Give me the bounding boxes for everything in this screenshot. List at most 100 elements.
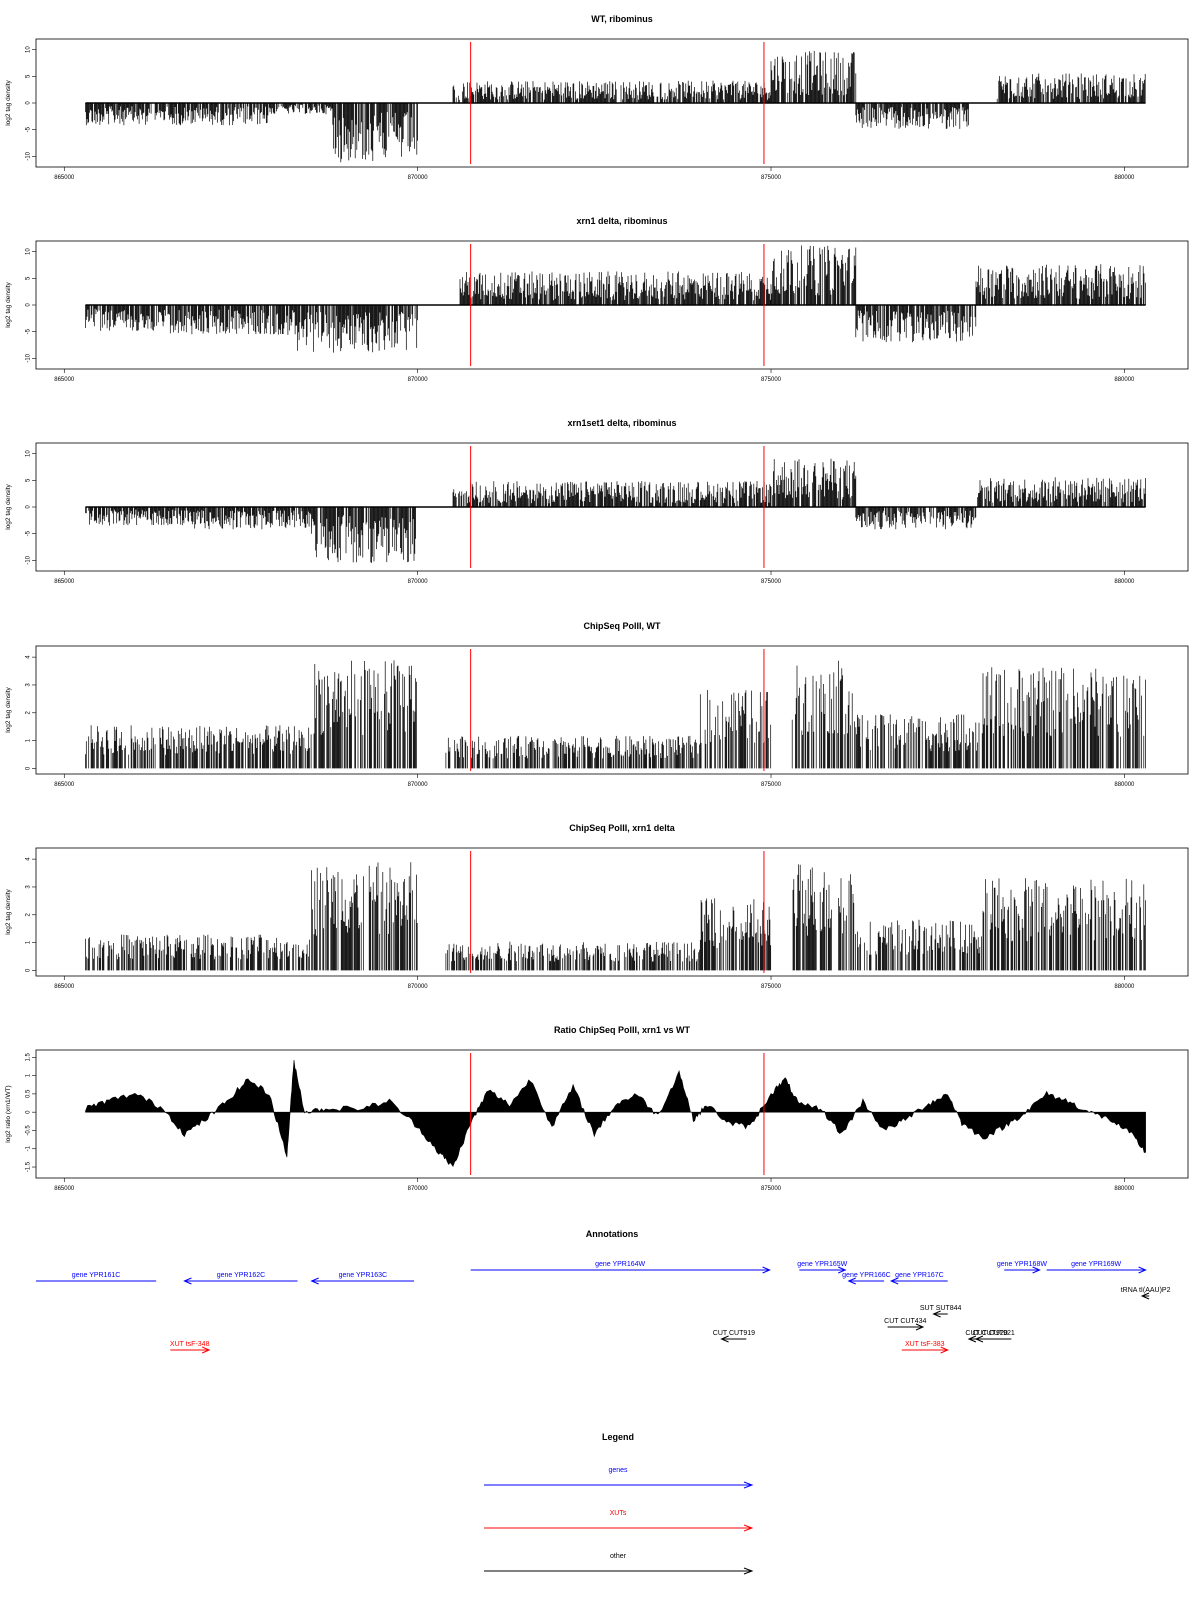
y-tick-label: 2 xyxy=(26,710,32,714)
annotation-cut-cut434: CUT CUT434 xyxy=(884,1318,927,1331)
annotation-label: tRNA tI(AAU)P2 xyxy=(1121,1287,1171,1294)
legend-item-genes: genes xyxy=(484,1467,754,1489)
x-tick-label: 870000 xyxy=(408,175,429,181)
y-tick-label: 10 xyxy=(26,450,32,457)
y-tick-label: 5 xyxy=(26,478,32,482)
annotation-label: gene YPR167C xyxy=(895,1272,944,1279)
y-tick-label: -1.5 xyxy=(26,1161,32,1172)
annotation-label: CUT CUT434 xyxy=(884,1318,926,1325)
arrow-left-icon xyxy=(720,1335,729,1343)
legend-label: XUTs xyxy=(610,1510,627,1517)
y-tick-label: 1 xyxy=(26,940,32,944)
signal-bars xyxy=(85,245,1146,353)
y-axis-label: log2 tag density xyxy=(5,281,12,327)
annotation-gene-ypr163c: gene YPR163C xyxy=(310,1272,415,1285)
annotation-label: CUT CUT919 xyxy=(713,1330,755,1337)
annotation-gene-ypr165w: gene YPR165W xyxy=(797,1261,848,1274)
y-tick-label: 1 xyxy=(26,1073,32,1077)
annotation-label: gene YPR164W xyxy=(595,1261,645,1268)
y-tick-label: -10 xyxy=(26,353,32,362)
x-tick-label: 870000 xyxy=(408,782,429,788)
y-tick-label: 1.5 xyxy=(26,1052,32,1061)
x-tick-label: 880000 xyxy=(1114,579,1135,585)
y-axis-label: log2 ratio (xrn1/WT) xyxy=(5,1085,12,1142)
y-tick-label: 5 xyxy=(26,74,32,78)
plot-frame xyxy=(35,847,1189,977)
signal-bars xyxy=(85,660,1146,769)
x-tick-label: 875000 xyxy=(761,1186,782,1192)
track-panel-1: WT, ribominus 865000 870000 875000 880000 -10… xyxy=(5,14,1189,181)
arrow-right-icon xyxy=(940,1346,949,1354)
panel-title: ChipSeq PolII, WT xyxy=(584,621,661,631)
legend-label: other xyxy=(610,1553,627,1560)
x-tick-label: 865000 xyxy=(54,782,75,788)
track-panel-3: xrn1set1 delta, ribominus 865000 870000 875… xyxy=(5,418,1189,585)
panel-title: Ratio ChipSeq PolII, xrn1 vs WT xyxy=(554,1025,691,1035)
arrow-left-icon xyxy=(967,1335,977,1343)
panel-title: WT, ribominus xyxy=(591,14,653,24)
signal-bars xyxy=(85,862,1146,971)
annotation-label: CUT CUT920 xyxy=(965,1330,1007,1337)
annotation-label: gene YPR168W xyxy=(997,1261,1047,1268)
y-tick-label: 0.5 xyxy=(26,1089,32,1098)
x-tick-label: 865000 xyxy=(54,579,75,585)
annotation-label: CUT CUT921 xyxy=(973,1330,1015,1337)
x-tick-label: 865000 xyxy=(54,377,75,383)
y-tick-label: 5 xyxy=(26,276,32,280)
arrow-right-icon xyxy=(915,1323,925,1331)
y-tick-label: -5 xyxy=(26,126,32,132)
legend-item-other: other xyxy=(484,1553,754,1575)
y-axis-label: log2 tag density xyxy=(5,686,12,732)
annotation-trna-ti-aau-p2: tRNA tI(AAU)P2 xyxy=(1121,1287,1171,1300)
y-tick-label: 0 xyxy=(26,968,32,972)
x-tick-label: 875000 xyxy=(761,782,782,788)
y-tick-label: -10 xyxy=(26,555,32,564)
y-tick-label: -5 xyxy=(26,530,32,536)
arrow-left-icon xyxy=(974,1335,984,1343)
annotation-label: gene YPR166C xyxy=(842,1272,891,1279)
x-tick-label: 870000 xyxy=(408,1186,429,1192)
x-tick-label: 865000 xyxy=(54,175,75,181)
x-tick-label: 880000 xyxy=(1114,1186,1135,1192)
y-tick-label: 0 xyxy=(26,101,32,105)
annotation-gene-ypr169w: gene YPR169W xyxy=(1046,1261,1147,1274)
y-tick-label: 2 xyxy=(26,912,32,916)
x-tick-label: 875000 xyxy=(761,377,782,383)
y-tick-label: -0.5 xyxy=(26,1125,32,1136)
track-panel-5: ChipSeq PolII, xrn1 delta 865000 870000 875… xyxy=(5,823,1189,990)
track-panel-6: Ratio ChipSeq PolII, xrn1 vs WT 865000 870… xyxy=(5,1025,1189,1192)
arrow-right-icon xyxy=(201,1346,211,1354)
annotation-label: gene YPR169W xyxy=(1071,1261,1121,1268)
annotation-gene-ypr166c: gene YPR166C xyxy=(842,1272,891,1285)
y-tick-label: 0 xyxy=(26,766,32,770)
annotation-cut-cut919: CUT CUT919 xyxy=(713,1330,755,1343)
arrow-right-icon xyxy=(838,1266,847,1274)
x-tick-label: 865000 xyxy=(54,984,75,990)
annotation-gene-ypr168w: gene YPR168W xyxy=(997,1261,1047,1274)
x-tick-label: 880000 xyxy=(1114,984,1135,990)
x-tick-label: 870000 xyxy=(408,377,429,383)
annotation-label: XUT tsF-348 xyxy=(170,1341,210,1348)
arrow-left-icon xyxy=(847,1277,856,1285)
y-tick-label: 0 xyxy=(26,303,32,307)
y-tick-label: 4 xyxy=(26,857,32,861)
arrow-left-icon xyxy=(1140,1292,1150,1300)
y-axis-label: log2 tag density xyxy=(5,888,12,934)
annotation-xut-tsf-348: XUT tsF-348 xyxy=(170,1341,211,1354)
annotations-panel: Annotations gene YPR161C gene YPR162C gene … xyxy=(36,1229,1171,1354)
x-tick-label: 880000 xyxy=(1114,175,1135,181)
x-tick-label: 880000 xyxy=(1114,782,1135,788)
y-tick-label: 0 xyxy=(26,1110,32,1114)
annotation-label: gene YPR161C xyxy=(72,1272,121,1279)
arrow-left-icon xyxy=(183,1277,192,1285)
legend-label: genes xyxy=(608,1467,628,1474)
y-tick-label: -5 xyxy=(26,328,32,334)
panel-title: xrn1 delta, ribominus xyxy=(576,216,667,226)
y-tick-label: 0 xyxy=(26,505,32,509)
arrow-left-icon xyxy=(310,1277,319,1285)
legend-panel: Legend genes XUTs other xyxy=(484,1432,754,1575)
annotation-label: gene YPR162C xyxy=(217,1272,266,1279)
y-tick-label: 3 xyxy=(26,885,32,889)
y-tick-label: 1 xyxy=(26,738,32,742)
